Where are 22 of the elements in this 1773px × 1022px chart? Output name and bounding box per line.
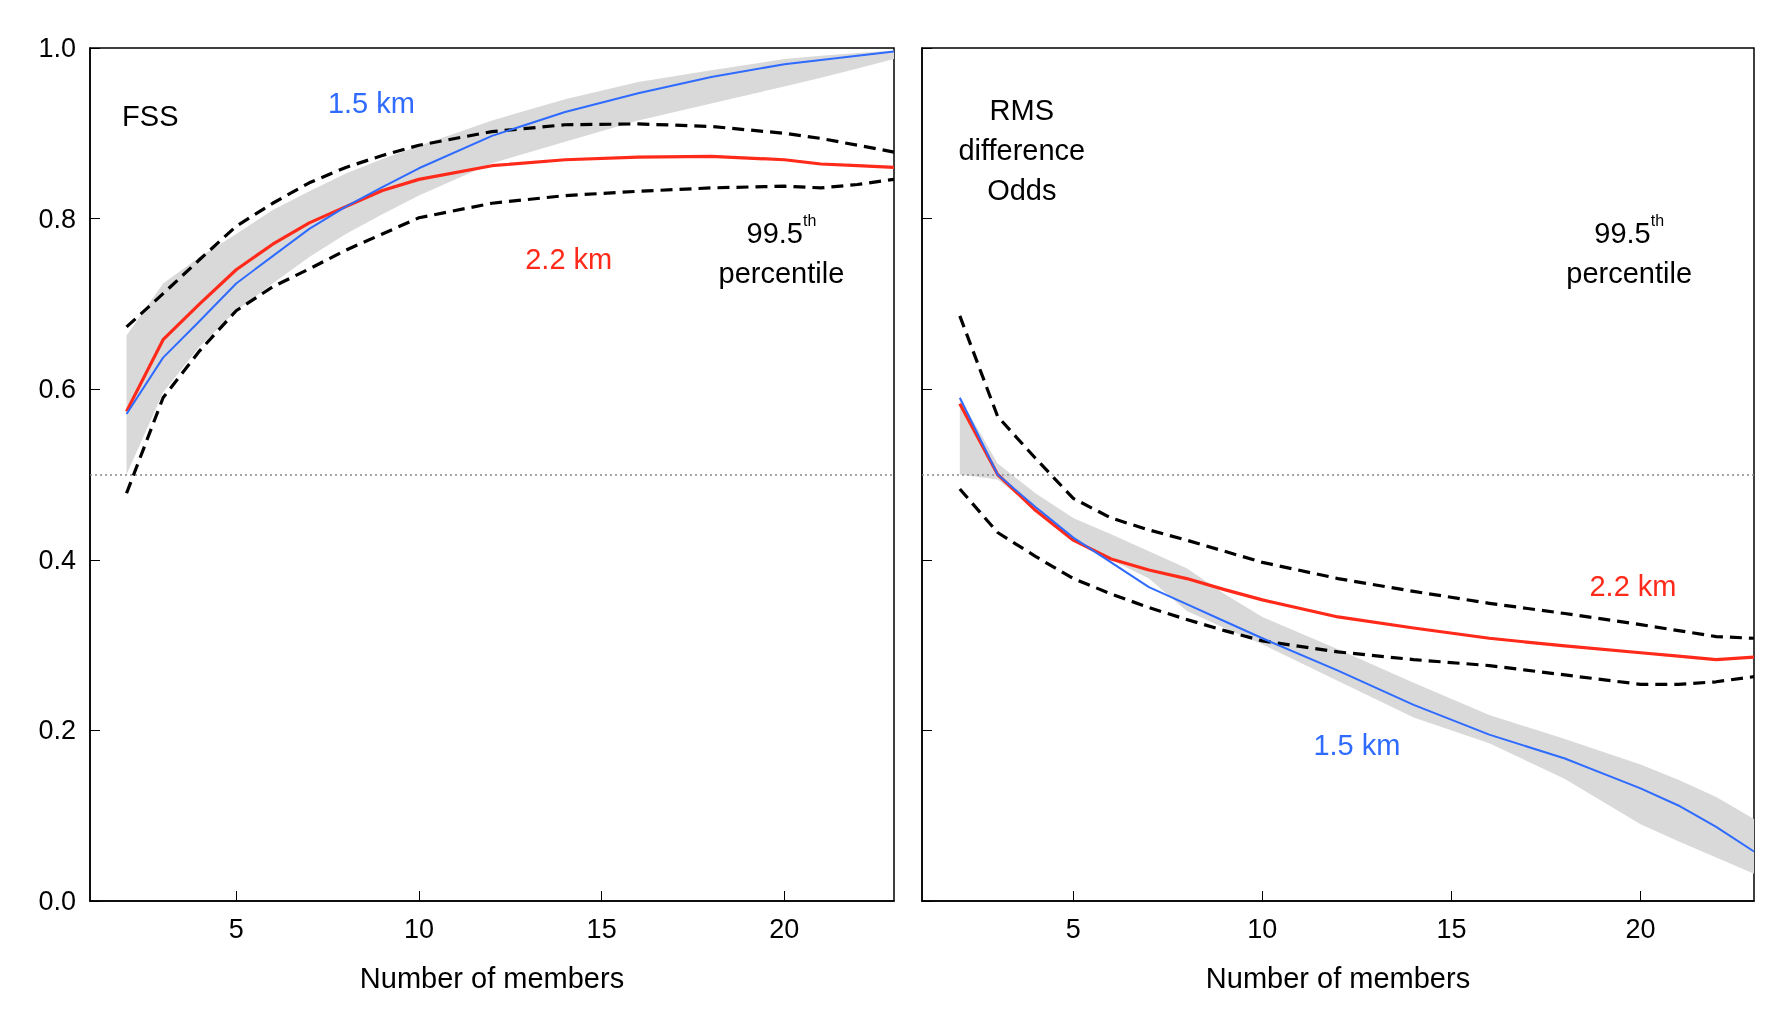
x-tick-label: 15 [1436,913,1467,944]
x-tick-label: 15 [586,913,617,944]
y-tick-label: 0.6 [38,374,76,405]
x-tick-label: 20 [769,913,800,944]
y-tick-label: 0.4 [38,544,76,575]
x-tick-label: 20 [1625,913,1656,944]
annotation: FSS [122,100,179,133]
y-tick-label: 0.0 [38,886,76,916]
y-tick-label: 0.8 [38,203,76,234]
y-tick-label: 0.2 [38,715,76,746]
annotation: RMS difference Odds [958,94,1086,207]
x-axis-title: Number of members [359,961,625,994]
x-tick-label: 10 [403,913,434,944]
x-tick-label: 5 [228,913,244,944]
series-label: 1.5 km [327,86,415,119]
y-tick-label: 1.0 [38,33,76,63]
x-tick-label: 10 [1247,913,1278,944]
series-label: 1.5 km [1313,728,1401,761]
x-tick-label: 5 [1065,913,1081,944]
x-axis-title: Number of members [1205,961,1471,994]
series-label: 2.2 km [1589,570,1677,603]
text: 2.2 km [525,242,613,275]
